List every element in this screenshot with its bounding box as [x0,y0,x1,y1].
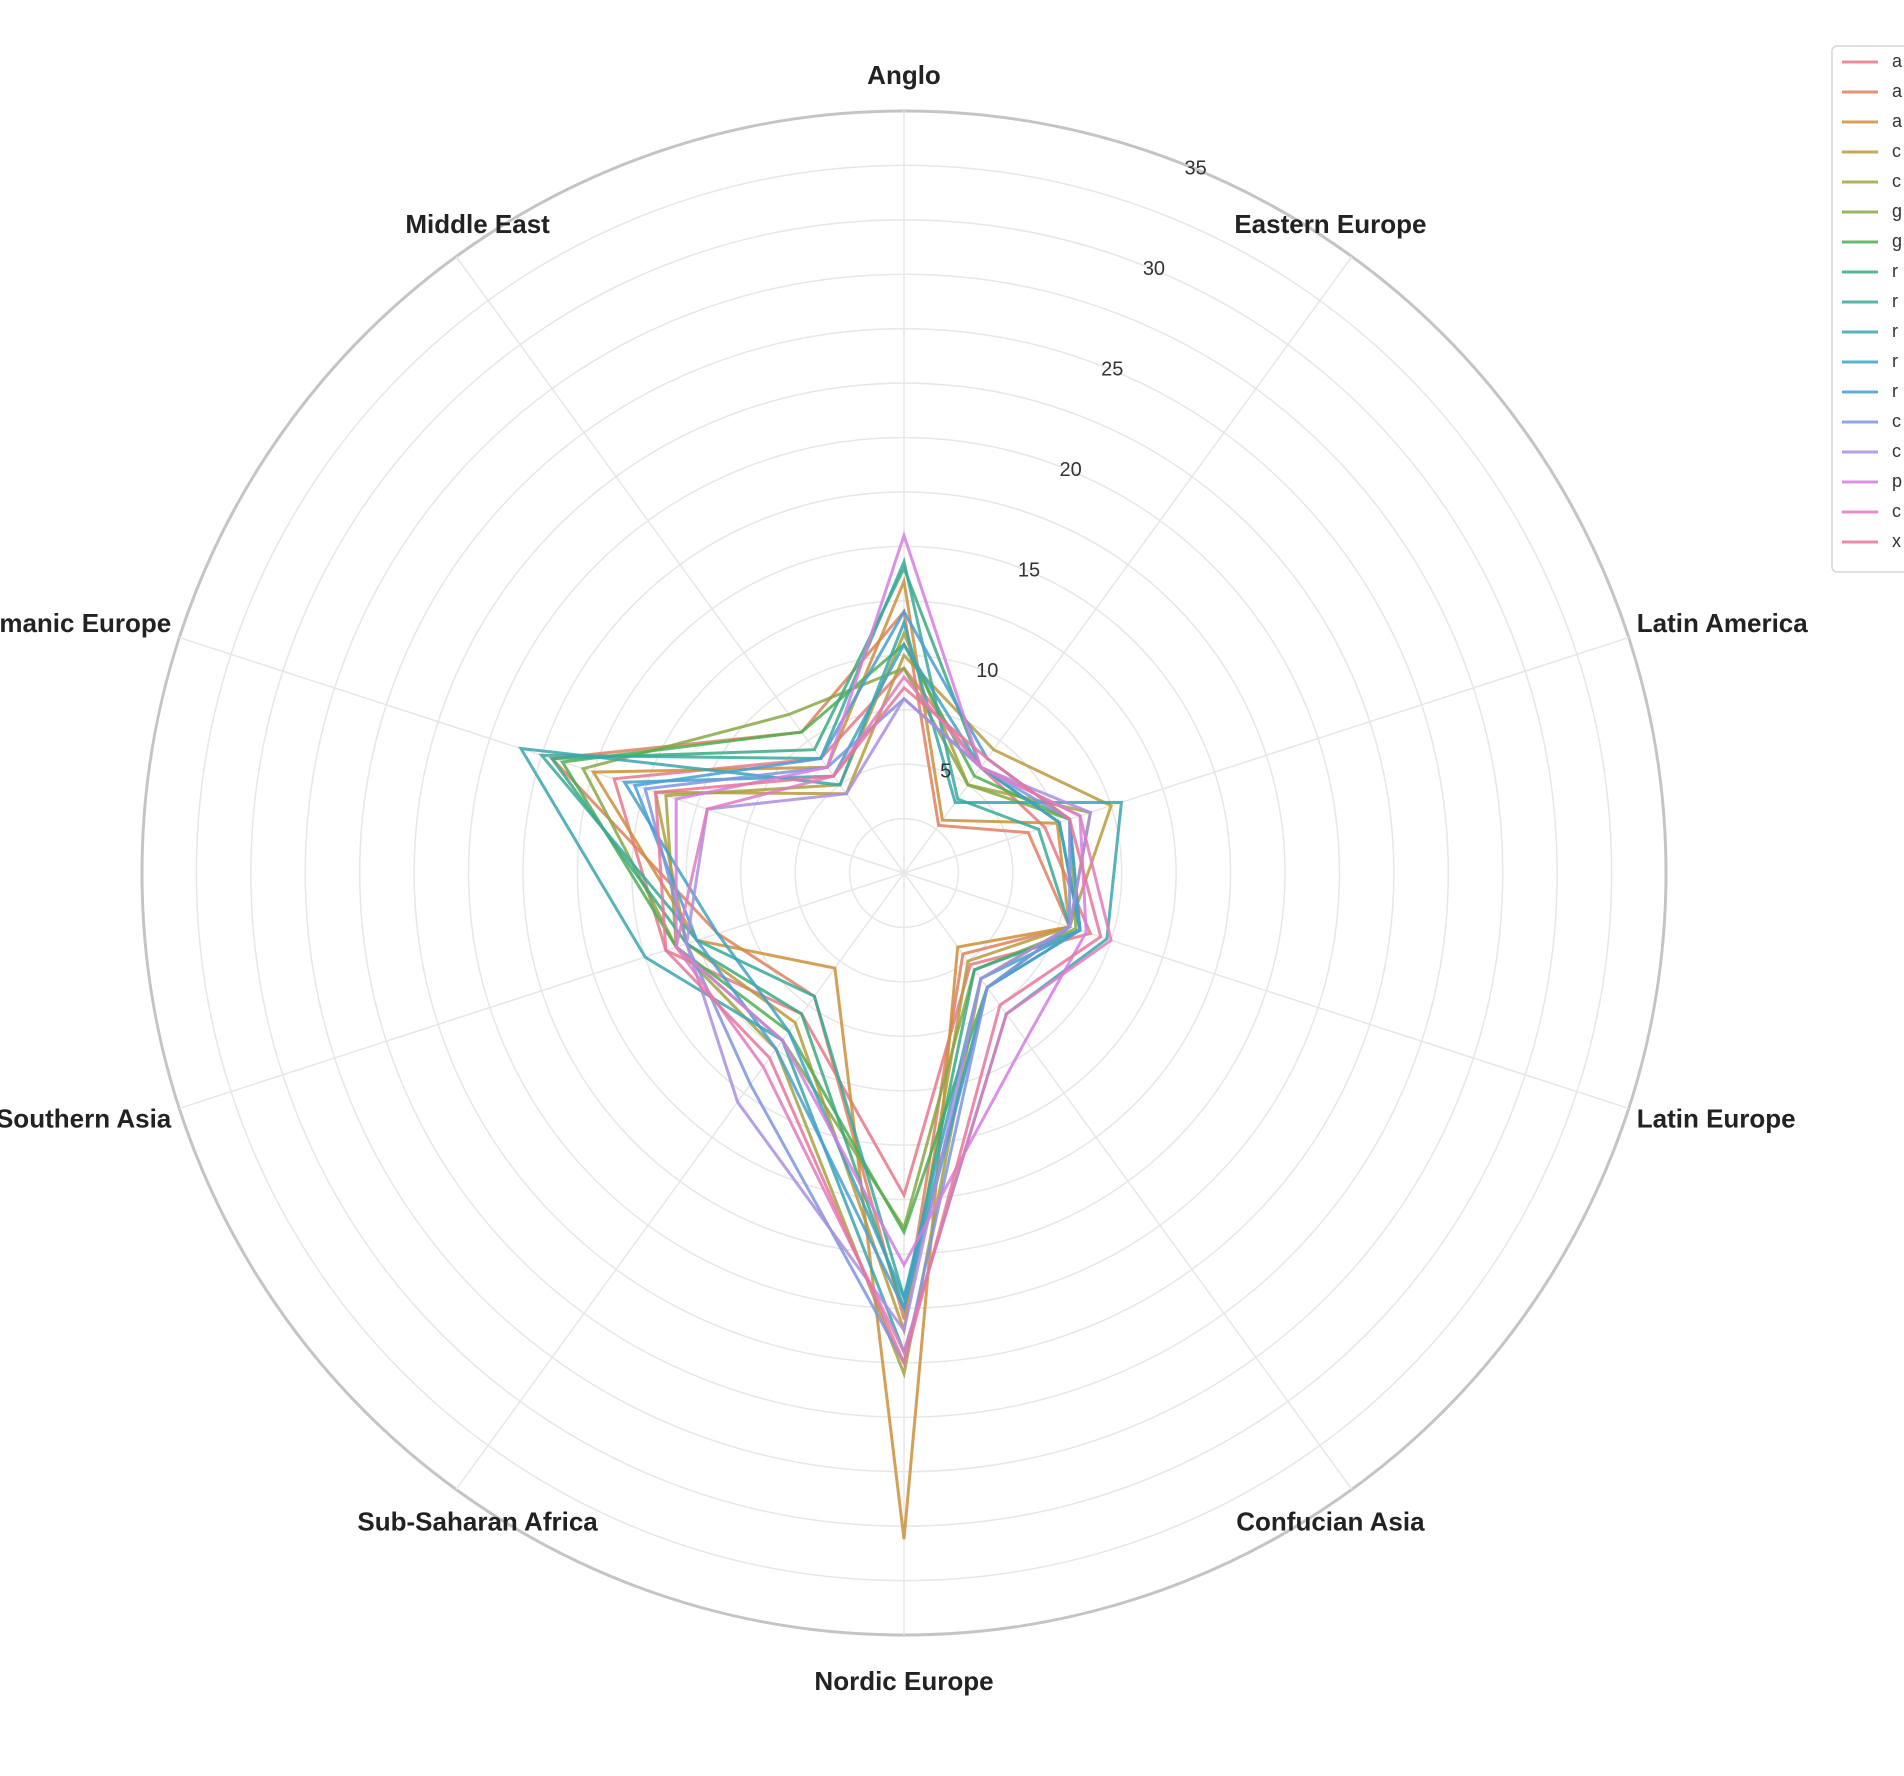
legend-entry: c [1892,441,1901,461]
axis-label: Latin Europe [1637,1104,1796,1134]
axis-label: Middle East [405,209,550,239]
radial-tick-label: 20 [1060,459,1082,481]
axis-spoke [903,872,1629,1110]
radial-tick-label: 5 [940,761,951,783]
axis-label: Germanic Europe [0,608,171,638]
axis-spoke [903,636,1629,874]
axis-label: Confucian Asia [1236,1507,1425,1537]
radial-tick-label: 10 [976,660,998,682]
axis-label: Nordic Europe [814,1666,993,1696]
series-line-14 [685,696,1093,1334]
radial-tick-label: 35 [1184,157,1206,179]
radial-tick-label: 15 [1018,560,1040,582]
radial-tick-label: 30 [1143,258,1165,280]
legend-entry: c [1892,171,1901,191]
axis-label: Anglo [867,60,941,90]
axis-spoke [179,872,905,1110]
axis-label: Southern Asia [0,1104,172,1134]
series-line-7 [559,642,1082,1236]
legend-entry: r [1892,291,1898,311]
series-line-5 [664,629,1093,1380]
legend-entry: r [1892,351,1898,371]
legend-entry: p [1892,471,1902,491]
series-line-2 [548,608,1072,1320]
axis-label: Eastern Europe [1234,209,1426,239]
axis-label: Sub-Saharan Africa [357,1507,598,1537]
series-layer [518,530,1124,1540]
series-line-17 [653,685,1103,1368]
legend-entry: c [1892,141,1901,161]
radial-tick-label: 25 [1101,358,1123,380]
axis-spoke [455,872,905,1490]
legend-entry: g [1892,201,1902,221]
legend-entry: x [1892,531,1901,551]
legend-entry: a [1892,111,1903,131]
grid-layer [140,109,1668,1637]
legend-entry: a [1892,51,1903,71]
legend-entry: r [1892,381,1898,401]
legend-entry: a [1892,81,1903,101]
axis-label: Latin America [1637,608,1809,638]
legend-entry: g [1892,231,1902,251]
axis-spoke [455,256,905,874]
legend-entry: r [1892,261,1898,281]
legend-entry: c [1892,411,1901,431]
axis-spoke [903,256,1353,874]
series-line-16 [674,674,1113,1357]
axis-spoke [903,872,1353,1490]
legend-frame [1831,45,1904,573]
label-layer: 5 10 15 20 25 30 35 Anglo Eastern Europe Latin Am… [0,60,1808,1696]
series-line-11 [621,641,1082,1303]
legend-entry: c [1892,501,1901,521]
series-line-1 [612,665,1093,1200]
legend-entry: r [1892,321,1898,341]
